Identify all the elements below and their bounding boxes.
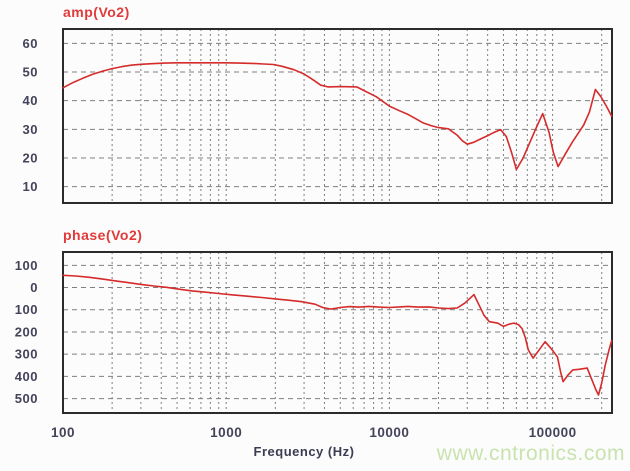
phase-y-tick-label: 200 [15,324,38,339]
amp-y-tick-label: 20 [23,150,38,165]
phase-y-tick-label: 100 [15,258,38,273]
amp-y-tick-label: 10 [23,179,38,194]
phase-curve [62,274,613,396]
phase-y-tick-label: 0 [30,280,38,295]
amp-y-tick-label: 60 [23,36,38,51]
amp-curve [62,61,613,171]
phase-y-tick-label: 500 [15,391,38,406]
x-axis-title: Frequency (Hz) [253,444,355,459]
x-tick-label: 1000 [210,425,242,440]
amp-y-tick-label: 50 [23,64,38,79]
amp-plot: 60 50 40 30 20 10 [23,28,613,204]
phase-y-tick-label: 400 [15,369,38,384]
x-tick-label: 10000 [369,425,409,440]
phase-plot-frame [62,251,613,414]
amp-plot-frame [62,28,613,204]
phase-y-tick-label: 100 [15,302,38,317]
x-tick-label: 100000 [529,425,577,440]
phase-plot-title: phase(Vo2) [63,227,143,243]
watermark-text: www.cntronics.com [436,442,625,465]
amp-y-tick-label: 40 [23,93,38,108]
amp-y-tick-label: 30 [23,122,38,137]
amp-plot-title: amp(Vo2) [63,4,130,20]
x-tick-label: 100 [51,425,75,440]
phase-y-tick-label: 300 [15,347,38,362]
